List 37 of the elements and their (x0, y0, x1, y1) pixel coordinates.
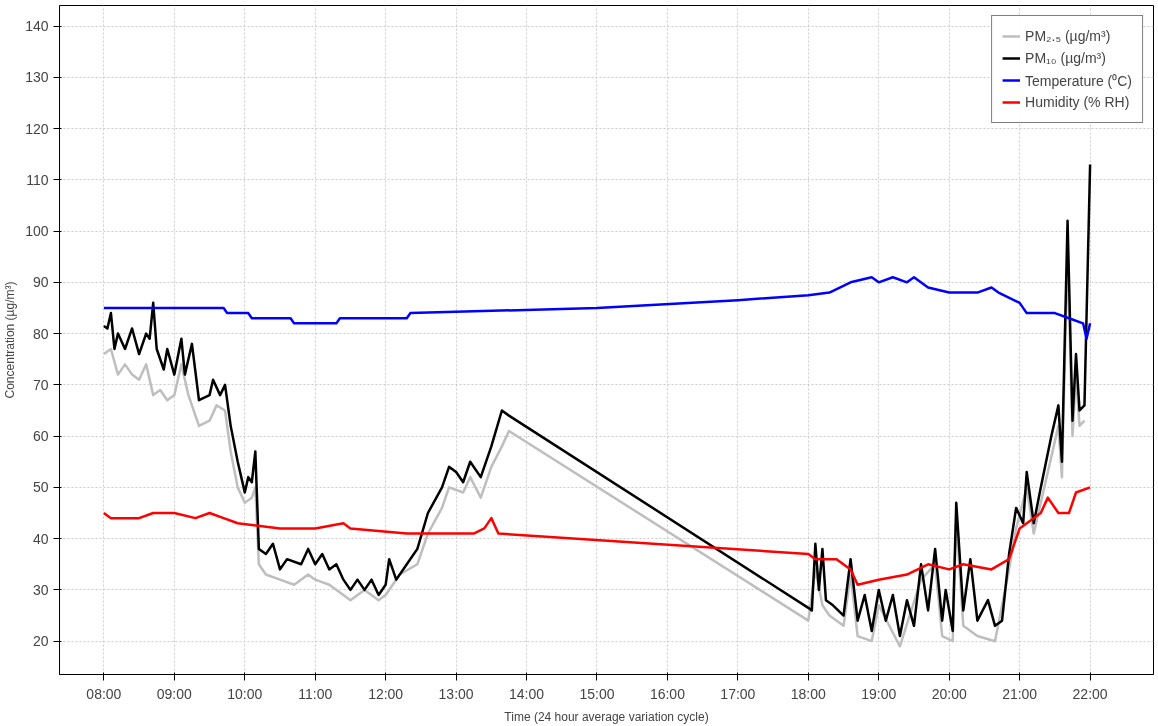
line-series (102, 275, 1092, 340)
x-tick-label: 22:00 (1072, 685, 1108, 702)
x-tick-label: 08:00 (86, 685, 122, 702)
legend-label: Temperature (⁰C) (1025, 71, 1132, 90)
y-tick-label: 90 (32, 274, 49, 291)
y-tick-label: 60 (32, 428, 49, 445)
y-tick-label: 40 (32, 530, 49, 547)
y-tick-label: 120 (25, 120, 49, 137)
x-tick-label: 12:00 (368, 685, 404, 702)
x-tick-label: 20:00 (931, 685, 967, 702)
y-tick-label: 100 (25, 223, 49, 240)
x-tick-label: 16:00 (649, 685, 686, 702)
line-series (102, 486, 1092, 587)
line-series (102, 163, 1092, 638)
y-tick-label: 20 (32, 633, 49, 650)
x-tick-label: 15:00 (579, 685, 615, 702)
x-tick-label: 11:00 (298, 685, 333, 702)
y-tick-label: 80 (32, 325, 49, 342)
x-tick-label: 13:00 (438, 685, 474, 702)
x-tick-label: 10:00 (227, 685, 263, 702)
y-tick-label: 130 (25, 69, 49, 86)
y-tick-label: 70 (32, 376, 49, 393)
x-tick-label: 14:00 (509, 685, 545, 702)
y-tick-label: 110 (26, 171, 49, 188)
y-tick-label: 50 (32, 479, 49, 496)
legend-label: Humidity (% RH) (1025, 94, 1130, 110)
y-tick-label: 140 (25, 18, 49, 35)
y-tick-label: 30 (32, 581, 49, 598)
y-axis-title: Concentration (µg/m³) (3, 281, 18, 399)
legend-label: PM₁₀ (µg/m³) (1025, 50, 1106, 66)
x-tick-label: 17:00 (720, 685, 756, 702)
x-tick-label: 18:00 (790, 685, 827, 702)
x-tick-label: 21:00 (1002, 685, 1038, 702)
x-tick-label: 09:00 (156, 685, 193, 702)
x-axis-title: Time (24 hour average variation cycle) (504, 709, 709, 724)
legend-label: PM₂.₅ (µg/m³) (1025, 28, 1111, 44)
x-tick-label: 19:00 (861, 685, 897, 702)
